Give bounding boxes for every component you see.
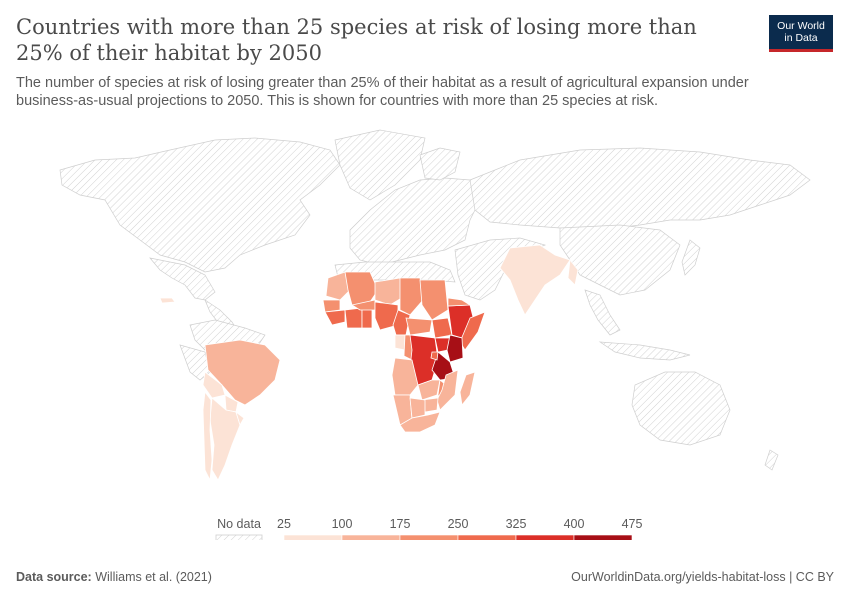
footer-source: Data source: Williams et al. (2021): [16, 570, 212, 584]
country-botswana: [409, 397, 426, 419]
scandinavia: [419, 147, 461, 181]
country-myanmar: [567, 258, 579, 286]
legend-tick-label: 175: [390, 517, 411, 531]
country-eritrea: [447, 297, 472, 307]
legend-tick-label: 400: [564, 517, 585, 531]
legend-bin: [283, 534, 343, 540]
source-value: Williams et al. (2021): [95, 570, 212, 584]
country-kenya: [446, 334, 464, 363]
data-countries: [159, 244, 579, 482]
legend-bin: [399, 534, 459, 540]
legend-bin: [515, 534, 575, 540]
country-south-sudan: [431, 317, 453, 339]
country-chad: [399, 277, 424, 316]
source-label: Data source:: [16, 570, 92, 584]
country-zambia: [417, 379, 441, 401]
legend-tick-label: 25: [277, 517, 291, 531]
russia: [469, 147, 811, 231]
country-cuba: [159, 297, 176, 304]
legend-tick-label: 475: [622, 517, 643, 531]
world-map: No data 25 100 175 250 325 400 475: [59, 129, 811, 540]
legend-tick-label: 325: [506, 517, 527, 531]
country-nigeria: [374, 301, 399, 331]
east-asia: [559, 224, 681, 296]
legend-tick-label: 100: [332, 517, 353, 531]
north-america: [59, 137, 341, 273]
country-brazil: [204, 339, 281, 406]
country-cote-divoire: [344, 307, 363, 329]
country-madagascar: [459, 371, 476, 406]
logo-line-2: in Data: [784, 32, 818, 44]
country-india: [499, 244, 571, 316]
chart-subtitle: The number of species at risk of losing …: [16, 75, 749, 109]
legend-no-data-label: No data: [217, 517, 261, 531]
southeast-asia: [584, 289, 621, 336]
new-zealand: [764, 449, 779, 471]
country-guinea: [324, 309, 346, 326]
mexico-central-america: [149, 257, 216, 301]
legend-no-data-swatch: [215, 534, 263, 540]
country-sudan: [419, 279, 449, 321]
no-data-regions: [59, 129, 811, 471]
country-bolivia: [202, 371, 226, 399]
legend-bins: [283, 534, 633, 540]
legend-ticks: 25 100 175 250 325 400 475: [277, 517, 642, 531]
country-uruguay: [235, 410, 245, 427]
country-rwanda: [430, 351, 439, 361]
legend-tick-label: 250: [448, 517, 469, 531]
footer-url[interactable]: OurWorldinData.org/yields-habitat-loss |…: [571, 570, 834, 584]
country-car: [405, 317, 433, 336]
country-argentina: [209, 397, 241, 481]
japan: [681, 239, 701, 276]
legend-bin: [573, 534, 633, 540]
owid-logo[interactable]: Our World in Data: [769, 15, 833, 52]
legend-bin: [341, 534, 401, 540]
indonesia: [598, 341, 691, 361]
chart-title: Countries with more than 25 species at r…: [16, 15, 697, 65]
country-mauritania: [325, 271, 351, 301]
greenland: [334, 129, 426, 201]
legend-bin: [457, 534, 517, 540]
australia: [631, 371, 731, 446]
map-legend: No data 25 100 175 250 325 400 475: [215, 517, 642, 540]
country-chile: [202, 390, 213, 482]
country-south-africa: [399, 411, 441, 433]
country-mozambique: [436, 369, 459, 411]
logo-line-1: Our World: [777, 20, 825, 32]
country-senegal: [322, 299, 341, 313]
country-niger: [374, 277, 406, 306]
